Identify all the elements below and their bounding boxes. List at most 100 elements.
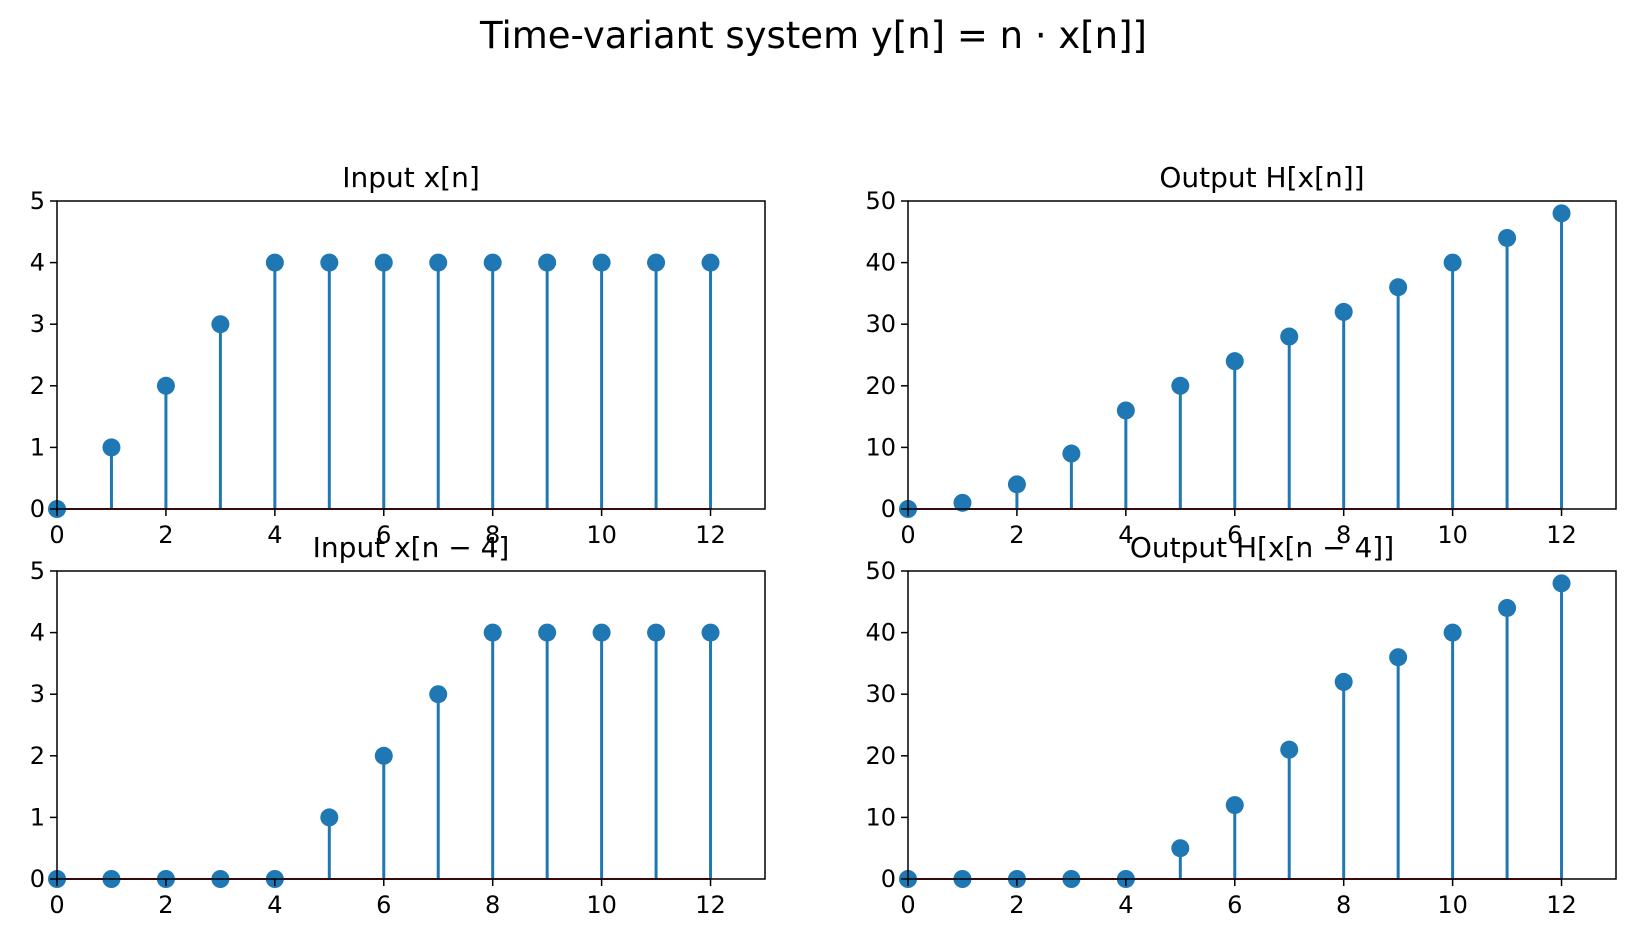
x-tick-label: 12 — [1546, 891, 1577, 919]
y-tick-label: 0 — [30, 865, 45, 893]
x-tick-label: 0 — [49, 891, 64, 919]
stem-marker — [429, 253, 448, 272]
subplot-title: Input x[n] — [342, 161, 480, 194]
stem-marker — [1389, 278, 1408, 297]
stem-marker — [1334, 672, 1353, 691]
stem-marker — [1552, 204, 1571, 223]
subplot-4: Output H[x[n − 4]] 0 2 4 6 8 10 12 0 10 20 30 40 50 — [865, 531, 1617, 919]
stem-marker — [1334, 302, 1353, 321]
x-tick-label: 8 — [1336, 521, 1351, 549]
y-tick-label: 10 — [865, 433, 896, 461]
y-tick-label: 20 — [865, 372, 896, 400]
stem-marker — [647, 623, 666, 642]
x-tick-label: 6 — [1227, 521, 1242, 549]
y-tick-label: 0 — [881, 495, 896, 523]
stem-marker — [1225, 796, 1244, 815]
x-tick-label: 0 — [49, 521, 64, 549]
y-tick-label: 5 — [30, 187, 45, 215]
y-tick-label: 3 — [30, 310, 45, 338]
y-tick-label: 50 — [865, 187, 896, 215]
stem-marker — [1443, 623, 1462, 642]
x-tick-label: 2 — [1009, 891, 1024, 919]
x-tick-label: 10 — [1437, 521, 1468, 549]
x-tick-label: 0 — [900, 521, 915, 549]
x-tick-label: 4 — [1118, 891, 1133, 919]
stem-marker — [320, 253, 339, 272]
y-tick-label: 50 — [865, 557, 896, 585]
y-tick-label: 40 — [865, 249, 896, 277]
stem-marker — [429, 685, 448, 704]
y-tick-label: 3 — [30, 680, 45, 708]
x-tick-label: 2 — [158, 521, 173, 549]
figure-title: Time-variant system y[n] = n · x[n]] — [479, 14, 1147, 57]
stem-marker — [1389, 648, 1408, 667]
stem-marker — [156, 376, 175, 395]
y-tick-label: 30 — [865, 680, 896, 708]
y-tick-label: 10 — [865, 803, 896, 831]
stem-marker — [1116, 401, 1135, 420]
stem-marker — [1171, 839, 1190, 858]
stem-marker — [592, 253, 611, 272]
x-tick-label: 10 — [1437, 891, 1468, 919]
x-tick-label: 4 — [267, 891, 282, 919]
axes-frame — [907, 570, 1617, 880]
x-tick-label: 8 — [1336, 891, 1351, 919]
x-tick-label: 6 — [1227, 891, 1242, 919]
y-tick-label: 4 — [30, 249, 45, 277]
x-tick-label: 6 — [376, 891, 391, 919]
stem-marker — [1498, 228, 1517, 247]
x-tick-label: 10 — [586, 521, 617, 549]
stem-marker — [701, 623, 720, 642]
x-tick-label: 12 — [695, 521, 726, 549]
x-tick-label: 8 — [485, 521, 500, 549]
y-tick-label: 4 — [30, 619, 45, 647]
x-tick-label: 2 — [1009, 521, 1024, 549]
y-tick-label: 2 — [30, 372, 45, 400]
stem-marker — [102, 438, 121, 457]
x-tick-label: 10 — [586, 891, 617, 919]
stem-marker — [953, 493, 972, 512]
x-tick-label: 6 — [376, 521, 391, 549]
y-tick-label: 5 — [30, 557, 45, 585]
x-tick-label: 12 — [1546, 521, 1577, 549]
y-tick-label: 1 — [30, 433, 45, 461]
axes-frame — [907, 200, 1617, 510]
stem-marker — [1552, 574, 1571, 593]
subplot-title: Output H[x[n − 4]] — [1130, 531, 1394, 564]
stem-marker — [1062, 444, 1081, 463]
stem-marker — [374, 253, 393, 272]
stem-marker — [1443, 253, 1462, 272]
stem-marker — [647, 253, 666, 272]
subplot-title: Output H[x[n]] — [1159, 161, 1364, 194]
x-tick-label: 2 — [158, 891, 173, 919]
x-tick-label: 8 — [485, 891, 500, 919]
stem-marker — [1171, 376, 1190, 395]
stem-marker — [701, 253, 720, 272]
stem-marker — [1225, 352, 1244, 371]
y-tick-label: 2 — [30, 742, 45, 770]
x-tick-label: 4 — [1118, 521, 1133, 549]
stem-marker — [538, 253, 557, 272]
axes-frame — [56, 570, 766, 880]
subplot-title: Input x[n − 4] — [313, 531, 510, 564]
x-tick-label: 12 — [695, 891, 726, 919]
y-tick-label: 0 — [30, 495, 45, 523]
stem-marker — [374, 746, 393, 765]
stem-marker — [483, 253, 502, 272]
y-tick-label: 0 — [881, 865, 896, 893]
y-tick-label: 1 — [30, 803, 45, 831]
stem-marker — [483, 623, 502, 642]
x-tick-label: 0 — [900, 891, 915, 919]
stem-marker — [265, 253, 284, 272]
y-tick-label: 30 — [865, 310, 896, 338]
stem-marker — [320, 808, 339, 827]
y-tick-label: 20 — [865, 742, 896, 770]
subplot-2: Output H[x[n]] 0 2 4 6 8 10 12 0 10 20 30 40 50 — [865, 161, 1617, 549]
x-tick-label: 4 — [267, 521, 282, 549]
stem-marker — [1498, 598, 1517, 617]
stem-marker — [1007, 475, 1026, 494]
y-tick-label: 40 — [865, 619, 896, 647]
